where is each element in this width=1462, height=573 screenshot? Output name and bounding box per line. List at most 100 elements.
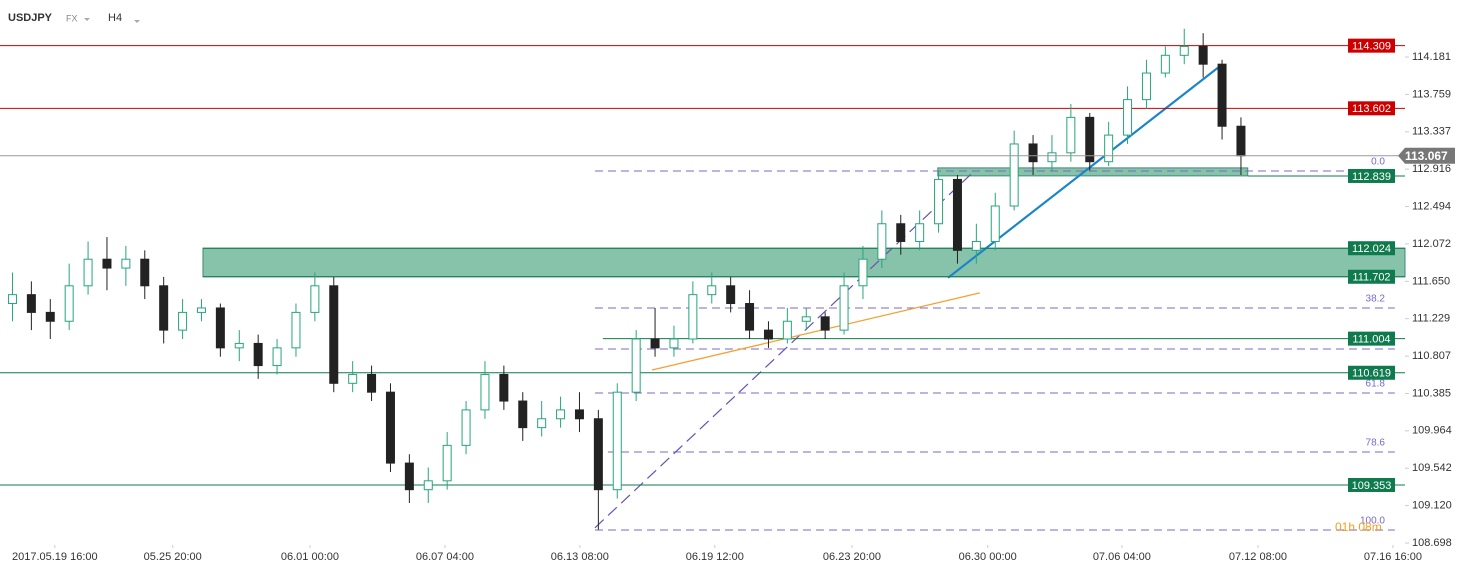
candle-body — [102, 258, 112, 269]
candle-body — [291, 311, 301, 349]
candle-body — [1141, 72, 1151, 101]
trend-line — [651, 292, 980, 371]
candle-body — [159, 285, 169, 331]
fib-label: 61.8 — [1366, 379, 1386, 390]
y-tick-label: 113.759 — [1412, 88, 1451, 100]
candle-body — [215, 307, 225, 349]
candle-body — [556, 409, 566, 420]
candle-body — [442, 444, 452, 482]
candle-body — [367, 373, 377, 393]
x-tick-label: 06.19 12:00 — [686, 551, 744, 563]
candle-body — [934, 178, 944, 225]
y-tick-label: 112.916 — [1412, 163, 1451, 175]
y-tick-label: 108.698 — [1412, 537, 1452, 549]
y-tick-label: 111.650 — [1412, 275, 1450, 287]
candle-body — [990, 205, 1000, 242]
candle-body — [745, 303, 755, 331]
candle-body — [877, 223, 887, 260]
candle-body — [1160, 54, 1170, 74]
candle-body — [593, 418, 603, 491]
candle-body — [196, 307, 206, 313]
x-tick-label: 07.06 04:00 — [1093, 551, 1151, 563]
dropdown-caret[interactable] — [134, 20, 140, 23]
candle-body — [820, 316, 830, 331]
zone — [937, 167, 1249, 177]
candle-body — [707, 285, 717, 296]
symbol[interactable]: USDJPY — [8, 12, 53, 24]
candle-body — [915, 223, 925, 242]
candle-body — [1009, 143, 1019, 207]
candle-body — [1217, 63, 1227, 127]
y-tick-label: 112.072 — [1412, 238, 1451, 250]
candle-body — [1123, 99, 1133, 136]
candle-body — [26, 294, 36, 313]
candle-body — [348, 373, 358, 384]
x-tick-label: 2017.05.19 16:00 — [12, 551, 98, 563]
candle-body — [385, 391, 395, 464]
candle-body — [310, 285, 320, 313]
level-label: 112.024 — [1352, 243, 1391, 255]
x-tick-label: 06.30 00:00 — [959, 551, 1017, 563]
last-price-box — [1398, 147, 1455, 164]
y-tick-label: 112.494 — [1412, 200, 1451, 212]
level-label-box — [1348, 477, 1395, 492]
candle-body — [404, 462, 414, 491]
x-tick-label: 07.12 08:00 — [1229, 551, 1287, 563]
fib-label: 100.0 — [1360, 516, 1385, 527]
x-tick-label: 06.07 04:00 — [416, 551, 474, 563]
candle-body — [839, 285, 849, 331]
fib-label: 38.2 — [1366, 294, 1386, 305]
level-label: 110.619 — [1352, 368, 1391, 380]
candle-body — [499, 373, 509, 402]
market[interactable]: FX — [66, 13, 78, 23]
trend-line — [594, 170, 976, 529]
timeframe[interactable]: H4 — [108, 12, 122, 24]
candle-body — [480, 373, 490, 411]
x-tick-label: 06.01 00:00 — [281, 551, 339, 563]
candle-body — [650, 338, 660, 349]
fib-label: 78.6 — [1366, 438, 1386, 449]
candle-body — [1179, 45, 1189, 56]
trend-line — [947, 66, 1219, 279]
y-tick-label: 110.807 — [1412, 350, 1451, 362]
level-label: 111.004 — [1352, 334, 1390, 346]
fib-label: 0.0 — [1371, 157, 1385, 168]
candle-body — [1236, 125, 1246, 157]
level-label: 111.702 — [1352, 272, 1390, 284]
x-tick-label: 05.25 20:00 — [144, 551, 202, 563]
candle-body — [234, 342, 244, 349]
candle-body — [140, 258, 150, 287]
candle-body — [858, 258, 868, 287]
candle-body — [763, 329, 773, 340]
level-label: 113.602 — [1352, 103, 1391, 115]
y-tick-label: 113.337 — [1412, 126, 1451, 138]
level-label-box — [1348, 269, 1395, 284]
level-label-box — [1348, 365, 1395, 380]
level-label-box — [1348, 168, 1395, 183]
candle-body — [688, 294, 698, 340]
zone — [202, 247, 1406, 278]
candle-body — [1198, 45, 1208, 65]
y-tick-label: 109.964 — [1412, 425, 1452, 437]
candle-body — [537, 418, 547, 429]
y-tick-label: 110.385 — [1412, 387, 1451, 399]
plot-area: 114.181 113.759 113.337 112.916 112.494 112.0… — [0, 28, 1455, 563]
candle-body — [329, 285, 339, 384]
candle-body — [518, 400, 528, 429]
candle-body — [801, 316, 811, 322]
candle-body — [1066, 116, 1076, 154]
candle-body — [1104, 134, 1114, 163]
candle-body — [64, 285, 74, 322]
candle-body — [612, 391, 622, 491]
candle-body — [272, 347, 282, 367]
x-tick-label: 06.23 20:00 — [823, 551, 881, 563]
candle-body — [574, 409, 584, 420]
level-label-box — [1348, 101, 1395, 116]
candle-body — [423, 480, 433, 491]
candle-body — [971, 240, 981, 251]
x-tick-label: 06.13 08:00 — [551, 551, 609, 563]
candle-body — [7, 294, 17, 305]
dropdown-caret[interactable] — [84, 18, 90, 21]
candle-body — [1085, 116, 1095, 163]
